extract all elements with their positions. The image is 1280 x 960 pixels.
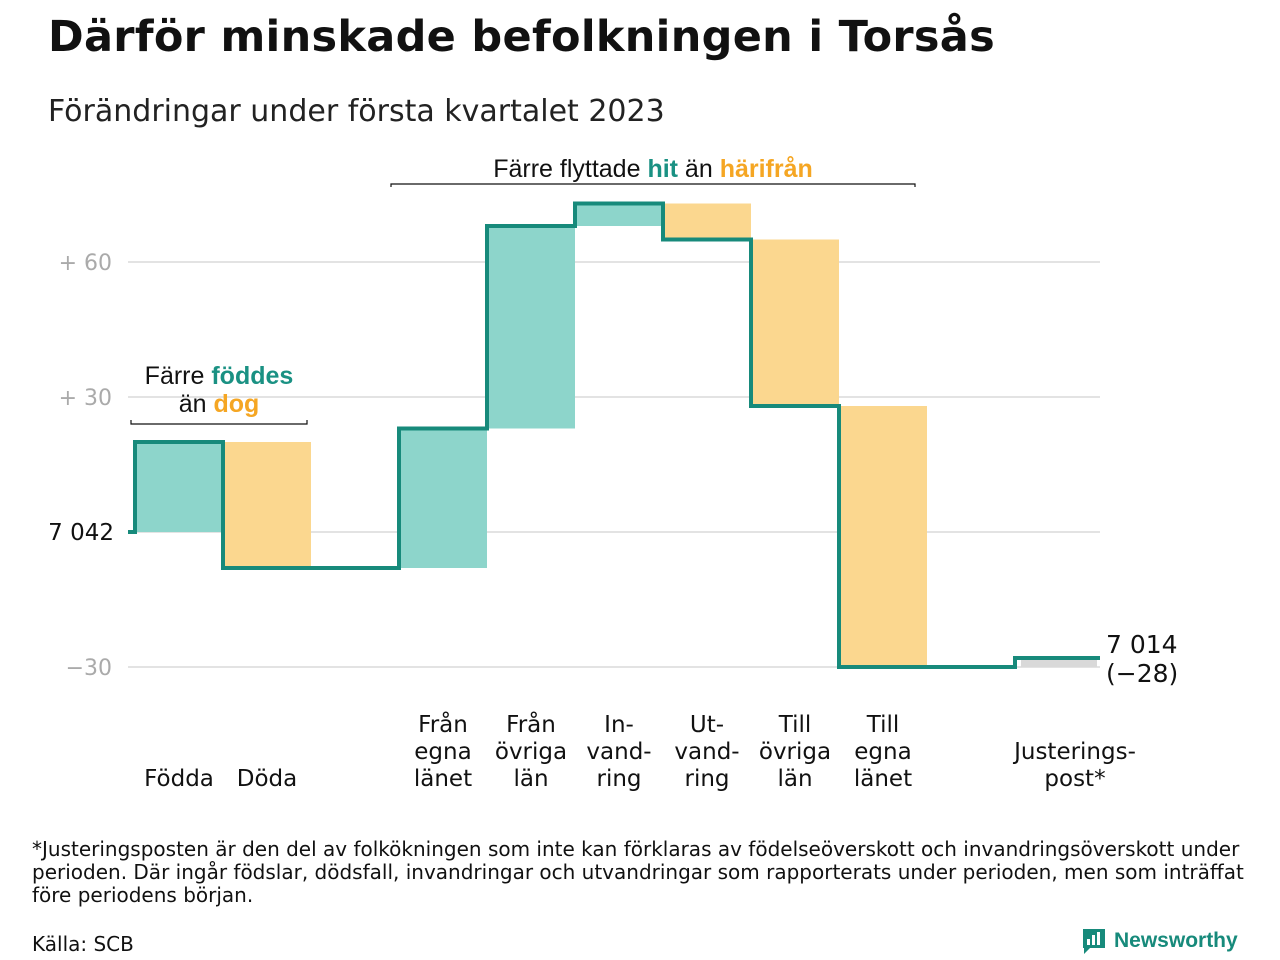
x-tick-label: Från [418,710,468,738]
x-tick-label: län [513,766,548,792]
bar [575,203,663,226]
x-tick-label: Döda [237,766,297,792]
x-tick-label: Till [866,712,900,738]
x-tick-label: post* [1044,766,1105,792]
y-axis-ticks: + 60 + 30 −30 7 042 [48,251,114,681]
end-labels: 7 014(−28) [1106,630,1178,688]
start-value-label: 7 042 [48,520,114,546]
chart-title: Därför minskade befolkningen i Torsås [48,12,996,62]
x-tick-label: egna [854,739,911,765]
y-tick-label: + 60 [59,251,112,276]
annotation-highlight: härifrån [720,155,813,183]
x-tick-label: vand- [674,739,739,765]
x-tick-label: ring [596,766,641,792]
annotation-text: Färre flyttade [493,155,647,183]
source-label: Källa: SCB [32,932,134,956]
x-tick-label: vand- [586,739,651,765]
brand-name: Newsworthy [1114,929,1238,952]
bar [1021,658,1097,667]
waterfall-chart: + 60+ 30−307 042 Födda DödaFrånegnalänetF… [48,155,1178,792]
annotation-highlight: dog [213,390,259,418]
x-tick-label: egna [414,739,471,765]
births-bracket [130,420,308,425]
annotation-text: än [179,390,214,418]
brand: Newsworthy [1080,926,1238,956]
y-tick-label: −30 [66,656,112,681]
end-change-label: (−28) [1106,659,1178,688]
bar [839,406,927,667]
bar [399,428,487,568]
x-tick-label: Till [778,712,812,738]
x-axis-labels: Födda DödaFrånegnalänetFrånövrigalänIn-va… [144,710,1136,792]
x-tick-label: In- [604,712,634,738]
x-tick-label: Födda [144,766,214,792]
x-tick-label: Ut- [690,712,724,738]
x-tick-label: Justerings- [1012,739,1136,765]
bar [751,239,839,406]
x-tick-label: län [777,766,812,792]
chart-subtitle: Förändringar under första kvartalet 2023 [48,94,665,129]
x-tick-label: övriga [759,739,831,765]
moves-bracket [390,183,916,187]
cumulative-step-line [128,201,1100,669]
x-tick-label: länet [414,766,472,792]
x-tick-label: övriga [495,739,567,765]
births-annotation-line1: Färre föddes [145,362,294,390]
moves-annotation: Färre flyttade hit än härifrån [493,155,813,183]
annotation-text: än [678,155,720,183]
bar [487,226,575,429]
annotation-highlight: hit [647,155,678,183]
annotation-highlight: föddes [211,362,293,390]
bars [135,203,1097,667]
end-value-label: 7 014 [1106,630,1178,659]
x-tick-label: länet [854,766,912,792]
bar [663,203,751,240]
bar [135,442,223,532]
births-annotation-line2: än dog [179,390,260,418]
x-tick-label: Från [506,710,556,738]
bar [223,442,311,568]
newsworthy-logo-icon [1083,929,1105,954]
step-line [128,201,1100,669]
x-tick-label: ring [684,766,729,792]
y-tick-label: + 30 [59,386,112,411]
footnote: *Justeringsposten är den del av folkökni… [32,837,1244,907]
annotation-text: Färre [145,362,212,390]
